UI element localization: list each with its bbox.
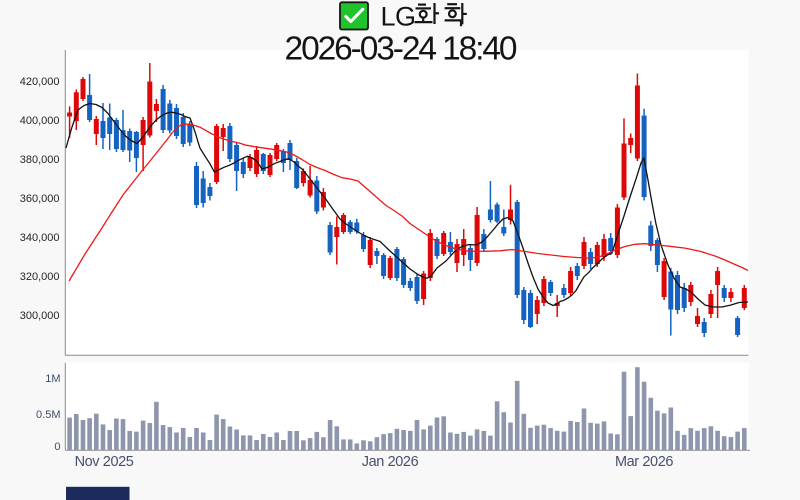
svg-text:380,000: 380,000 [20, 154, 60, 166]
svg-text:2026-03-24 18:40: 2026-03-24 18:40 [285, 30, 517, 67]
svg-text:Nov 2025: Nov 2025 [75, 454, 134, 470]
svg-text:360,000: 360,000 [20, 193, 60, 205]
svg-text:400,000: 400,000 [20, 115, 60, 127]
svg-text:420,000: 420,000 [20, 76, 60, 88]
svg-text:340,000: 340,000 [20, 232, 60, 244]
svg-text:LG: LG [381, 2, 416, 32]
svg-text:300,000: 300,000 [20, 310, 60, 322]
svg-text:0: 0 [54, 441, 60, 453]
svg-text:1M: 1M [45, 373, 60, 385]
svg-text:0.5M: 0.5M [36, 409, 60, 421]
svg-text:Jan 2026: Jan 2026 [362, 454, 419, 470]
svg-text:320,000: 320,000 [20, 271, 60, 283]
svg-text:Mar 2026: Mar 2026 [615, 454, 673, 470]
